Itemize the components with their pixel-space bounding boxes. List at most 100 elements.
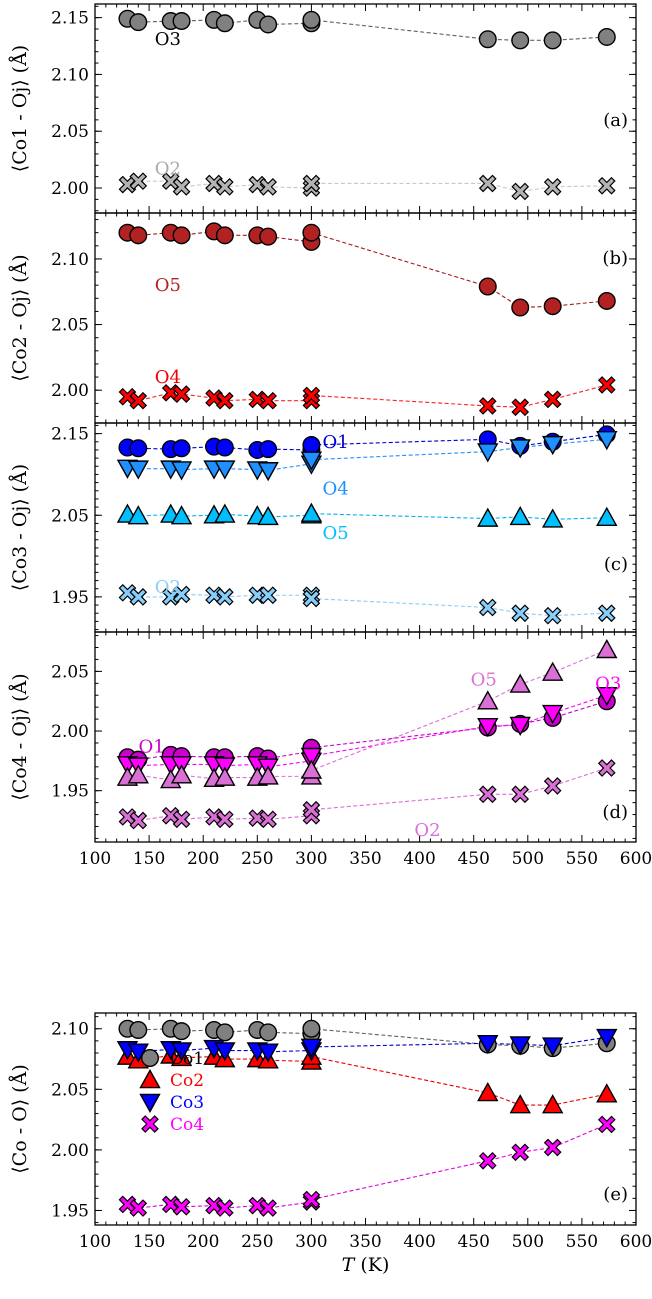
data-point: [259, 1199, 277, 1217]
data-point: [543, 777, 562, 795]
data-point: [543, 1138, 562, 1157]
data-point: [259, 440, 278, 459]
y-axis-label: ⟨Co2 - Oj⟩ (Å): [9, 254, 31, 381]
panel-label: (e): [603, 1184, 628, 1205]
y-axis-label: ⟨Co1 - Oj⟩ (Å): [9, 45, 31, 172]
series-o3: [118, 9, 616, 50]
data-point: [172, 385, 191, 403]
x-tick-label: 600: [620, 849, 652, 869]
series-line-o2: [127, 180, 607, 192]
data-point: [259, 15, 278, 34]
data-point: [214, 460, 236, 480]
data-point: [477, 1034, 499, 1055]
data-point: [477, 1082, 499, 1102]
series-o5: [118, 222, 616, 317]
data-point: [509, 1036, 531, 1056]
series-line-o4: [127, 384, 607, 408]
data-point: [170, 505, 193, 525]
data-point: [597, 759, 616, 777]
data-point: [597, 176, 616, 195]
data-point: [259, 391, 277, 410]
data-point: [543, 31, 562, 50]
data-point: [257, 505, 279, 526]
data-point: [172, 439, 191, 458]
y-tick-label: 1.95: [51, 588, 89, 608]
data-point: [214, 757, 236, 777]
data-point: [259, 586, 277, 605]
y-tick-label: 2.15: [51, 9, 89, 29]
x-tick-label: 450: [457, 1232, 489, 1252]
x-tick-label: 200: [187, 849, 219, 869]
data-point: [596, 686, 618, 707]
legend-label: Co2: [170, 1071, 204, 1091]
data-point: [129, 439, 148, 458]
y-tick-label: 2.05: [51, 316, 89, 336]
data-point: [543, 297, 562, 316]
y-tick-label: 1.95: [51, 1201, 89, 1221]
data-point: [509, 716, 531, 737]
x-tick-label: 300: [295, 1232, 327, 1252]
data-point: [302, 1190, 321, 1209]
series-line-o5: [127, 513, 607, 520]
data-point: [257, 1043, 279, 1063]
data-point: [300, 1038, 323, 1058]
y-axis-label: ⟨Co4 - Oj⟩ (Å): [9, 673, 31, 800]
data-point: [509, 673, 531, 693]
x-tick-label: 350: [349, 1232, 381, 1252]
series-annotation: O1: [139, 737, 165, 758]
series-o1: [118, 425, 616, 459]
data-point: [477, 690, 499, 710]
data-point: [300, 759, 323, 779]
chart-panel-e: 1.95 2.00 2.05 2.10 100 150 200 250 300 350 400 450…: [9, 1012, 652, 1276]
panel-label: (d): [602, 802, 628, 823]
x-axis-label: T (K): [342, 1254, 390, 1276]
data-point: [259, 1023, 278, 1042]
data-point: [543, 390, 562, 409]
x-tick-label: 150: [133, 849, 165, 869]
data-point: [129, 1199, 148, 1217]
data-point: [259, 178, 277, 196]
y-tick-label: 2.00: [51, 381, 89, 401]
data-point: [172, 226, 191, 245]
x-tick-label: 150: [133, 1232, 165, 1252]
data-point: [214, 766, 236, 786]
series-annotation: O5: [471, 670, 497, 691]
data-point: [596, 506, 618, 527]
series-annotation: O3: [595, 673, 621, 694]
y-tick-label: 2.00: [51, 179, 89, 199]
series-annotation: O4: [322, 478, 348, 499]
series-line-o1: [127, 700, 607, 761]
data-point: [215, 438, 234, 457]
x-tick-label: 100: [79, 849, 111, 869]
y-tick-label: 2.05: [51, 506, 89, 526]
x-tick-label: 450: [457, 849, 489, 869]
x-tick-label: 100: [79, 1232, 111, 1252]
data-point: [259, 810, 277, 829]
data-point: [541, 704, 564, 725]
series-line-o1: [127, 433, 607, 451]
x-tick-label: 350: [349, 849, 381, 869]
series-line-co4: [127, 1123, 608, 1209]
data-point: [172, 1197, 191, 1216]
data-point: [172, 810, 191, 829]
data-point: [170, 1042, 193, 1062]
data-point: [215, 1199, 234, 1217]
series-o2: [118, 172, 616, 201]
data-point: [478, 174, 497, 193]
data-point: [509, 439, 531, 459]
y-axis-label: ⟨Co3 - Oj⟩ (Å): [9, 464, 31, 591]
y-tick-label: 2.10: [51, 250, 89, 270]
series-o5: [116, 502, 618, 528]
data-point: [543, 178, 562, 196]
data-point: [215, 391, 234, 410]
data-point: [215, 1023, 234, 1042]
data-point: [597, 604, 616, 623]
series-o2: [118, 759, 616, 830]
x-tick-label: 250: [241, 849, 273, 869]
data-point: [478, 598, 497, 617]
x-tick-label: 600: [620, 1232, 652, 1252]
data-point: [597, 1115, 616, 1134]
series-annotation: O5: [155, 275, 181, 296]
series-annotation: O3: [155, 29, 181, 50]
